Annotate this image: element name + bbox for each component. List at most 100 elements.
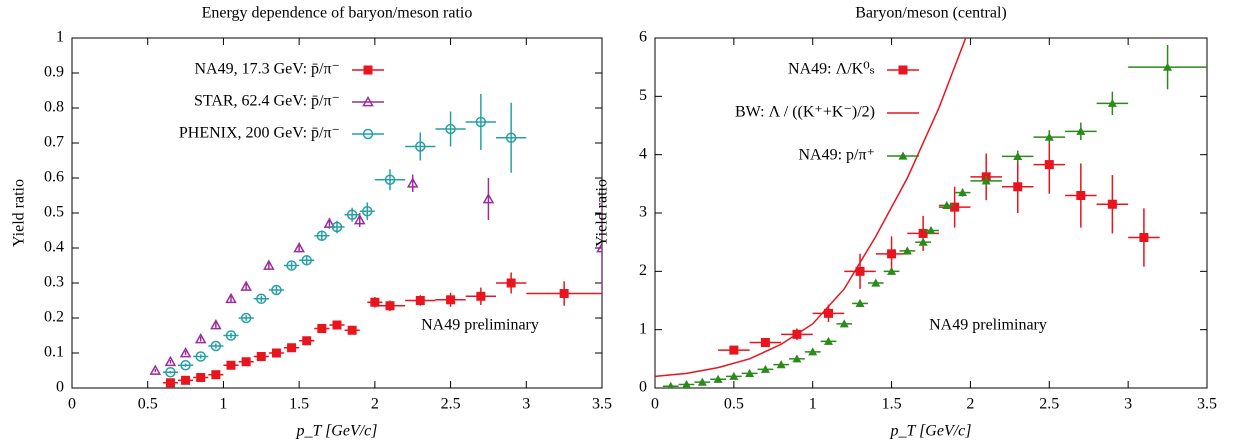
marker <box>667 381 675 388</box>
marker <box>256 293 267 304</box>
panel: Baryon/meson (central) p_T [GeV/c] Yield r… <box>594 5 1217 440</box>
marker <box>1076 191 1086 200</box>
y-tick-label: 0.9 <box>44 64 64 81</box>
x-tick-label: 3 <box>522 396 530 413</box>
marker <box>241 357 251 367</box>
marker <box>331 221 343 233</box>
marker <box>776 360 786 369</box>
marker <box>385 301 395 311</box>
marker <box>240 312 252 324</box>
y-tick-label: 0.4 <box>44 239 64 256</box>
legend-marker <box>898 151 908 160</box>
marker <box>293 241 305 253</box>
marker <box>446 295 456 305</box>
x-tick-label: 1 <box>809 396 817 413</box>
marker <box>1107 199 1117 209</box>
chart-title: Energy dependence of baryon/meson ratio <box>202 5 473 22</box>
plot-area <box>149 94 602 388</box>
y-tick-label: 4 <box>639 145 647 162</box>
marker <box>713 374 723 383</box>
marker <box>346 209 358 220</box>
marker <box>179 346 192 358</box>
marker <box>271 348 281 358</box>
marker <box>226 360 236 370</box>
marker <box>332 320 342 330</box>
x-tick-label: 1 <box>219 396 227 413</box>
legend-label: NA49: p/π⁺ <box>798 147 875 164</box>
marker <box>1163 62 1173 71</box>
marker <box>792 354 802 363</box>
marker <box>760 364 770 373</box>
marker <box>211 370 221 380</box>
legend-label: NA49, 17.3 GeV: p̄/π⁻ <box>194 61 340 78</box>
y-tick-label: 1 <box>56 29 64 46</box>
marker <box>1013 182 1023 192</box>
marker <box>195 351 206 362</box>
marker <box>263 259 275 270</box>
marker <box>180 360 191 371</box>
marker <box>210 340 222 352</box>
model-curve <box>655 38 967 378</box>
x-tick-label: 3 <box>1124 396 1132 413</box>
marker <box>559 289 569 298</box>
marker <box>225 292 237 304</box>
marker <box>808 347 818 356</box>
x-tick-label: 0 <box>68 396 76 413</box>
marker <box>1044 160 1054 170</box>
marker <box>149 364 162 375</box>
marker <box>918 228 928 238</box>
chart-title: Baryon/meson (central) <box>855 5 1007 22</box>
plot-area <box>655 38 1207 388</box>
y-tick-label: 0 <box>56 379 64 396</box>
marker <box>926 226 936 235</box>
x-tick-label: 2.5 <box>1039 396 1059 413</box>
x-tick-label: 2.5 <box>441 396 461 413</box>
marker <box>181 375 191 385</box>
y-tick-label: 0.1 <box>44 344 64 361</box>
x-tick-label: 2 <box>966 396 974 413</box>
marker <box>506 278 516 288</box>
marker <box>476 291 486 301</box>
x-tick-label: 3.5 <box>592 396 612 413</box>
y-tick-label: 0.7 <box>44 134 64 151</box>
y-tick-label: 0.5 <box>44 204 64 221</box>
plot-frame <box>654 37 1208 389</box>
marker <box>887 249 897 259</box>
y-tick-label: 1 <box>639 320 647 337</box>
x-tick-label: 0.5 <box>138 396 158 413</box>
marker <box>301 255 312 266</box>
marker <box>194 332 207 344</box>
marker <box>1013 151 1023 161</box>
x-tick-label: 2 <box>371 396 379 413</box>
marker <box>370 297 380 307</box>
x-axis-label: p_T [GeV/c] <box>295 423 377 440</box>
marker <box>871 278 881 287</box>
marker <box>240 280 252 291</box>
marker <box>729 345 739 355</box>
marker <box>697 377 707 386</box>
marker <box>196 373 206 382</box>
marker <box>316 230 328 241</box>
marker <box>302 336 312 346</box>
marker <box>225 330 237 341</box>
marker <box>855 298 865 308</box>
plot-frame <box>71 37 603 389</box>
marker <box>1107 98 1117 107</box>
marker <box>256 352 266 361</box>
marker <box>317 324 327 333</box>
marker <box>164 355 177 367</box>
y-axis-label: Yield ratio <box>11 179 28 247</box>
panel: Energy dependence of baryon/meson ratio p… <box>11 5 612 440</box>
legend-label: NA49: Λ/K⁰ₛ <box>788 61 875 78</box>
marker <box>165 378 175 388</box>
y-tick-label: 5 <box>639 87 647 104</box>
x-tick-label: 3.5 <box>1197 396 1217 413</box>
x-axis-label: p_T [GeV/c] <box>889 423 971 440</box>
marker <box>415 296 425 305</box>
marker <box>823 308 833 318</box>
legend-marker <box>362 95 374 107</box>
marker <box>475 116 487 128</box>
marker <box>981 176 991 185</box>
marker <box>855 266 865 276</box>
marker <box>729 371 739 380</box>
